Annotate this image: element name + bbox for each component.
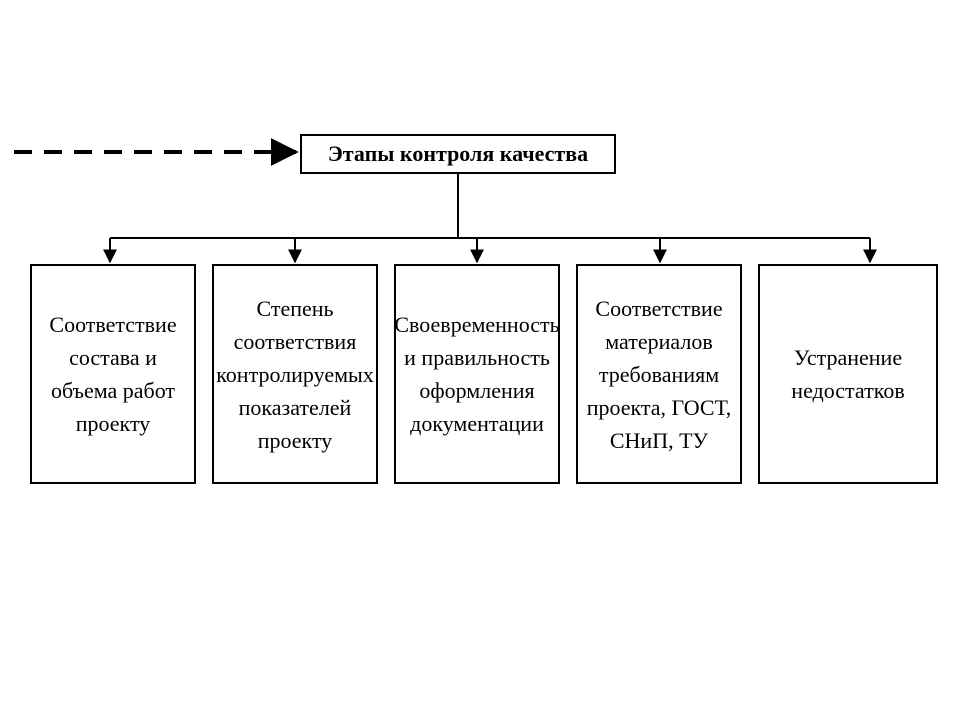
- root-title-text: Этапы контроля качества: [328, 141, 588, 167]
- child-box-text-0: Соответствие состава и объема работ прое…: [36, 308, 190, 440]
- child-box-1: Степень соответствия контролируемых пока…: [212, 264, 378, 484]
- diagram-canvas: Этапы контроля качества Соответствие сос…: [0, 0, 960, 720]
- child-box-3: Соответствие материалов требованиям прое…: [576, 264, 742, 484]
- child-box-text-4: Устранение недостатков: [764, 341, 932, 407]
- child-box-text-3: Соответствие материалов требованиям прое…: [582, 292, 736, 457]
- child-box-text-2: Своевременность и правильность оформлени…: [394, 308, 559, 440]
- child-box-4: Устранение недостатков: [758, 264, 938, 484]
- child-box-text-1: Степень соответствия контролируемых пока…: [216, 292, 374, 457]
- child-box-0: Соответствие состава и объема работ прое…: [30, 264, 196, 484]
- child-box-2: Своевременность и правильность оформлени…: [394, 264, 560, 484]
- root-title-box: Этапы контроля качества: [300, 134, 616, 174]
